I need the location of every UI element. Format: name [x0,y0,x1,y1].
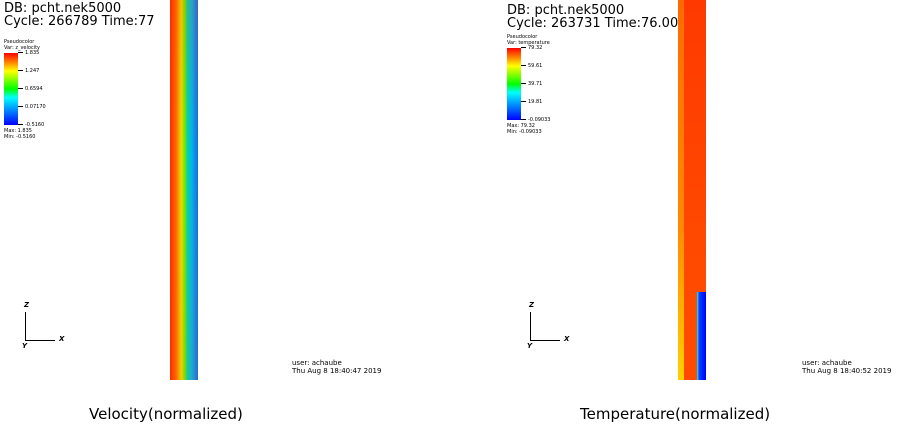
temperature-field-plot [678,0,706,380]
legend-tick: 1.247 [18,68,39,75]
cycle-time: Cycle: 263731 Time:76.0001 [507,16,695,31]
legend-tick: 79.32 [521,45,542,52]
legend-tick: 0.07170 [18,104,46,111]
legend-min: Min: -0.5160 [4,133,36,140]
db-name: DB: pcht.nek5000 [507,3,625,18]
legend-max: Max: 1.835 [4,128,32,134]
user-info: user: achaube Thu Aug 8 18:40:47 2019 [292,359,381,375]
legend-tick: 19.81 [521,99,542,106]
y-axis-label: Y [22,342,28,350]
axis-triad: Z X Y [20,300,70,350]
legend-tick: 0.6594 [18,86,43,93]
z-axis-label: Z [529,301,535,309]
user-name: user: achaube [802,359,852,367]
x-axis-line [25,340,55,341]
x-axis-line [530,340,560,341]
y-axis-label: Y [527,342,533,350]
legend-variable: Var: z_velocity [4,44,41,51]
x-axis-label: X [564,335,570,343]
legend-tick: 39.71 [521,81,542,88]
db-name: DB: pcht.nek5000 [4,1,122,16]
legend-title: Pseudocolor [507,34,538,40]
legend-minmax: Max: 1.835 Min: -0.5160 [4,128,36,140]
render-date: Thu Aug 8 18:40:47 2019 [292,367,382,375]
db-info: DB: pcht.nek5000 Cycle: 266789 Time:77 [4,2,155,28]
color-legend: Pseudocolor Var: z_velocity 1.835 1.247 … [4,39,46,139]
velocity-panel: DB: pcht.nek5000 Cycle: 266789 Time:77 P… [0,0,440,385]
z-axis-label: Z [24,301,30,309]
z-axis-line [530,312,531,341]
legend-variable: Var: temperature [507,39,550,46]
user-name: user: achaube [292,359,342,367]
velocity-caption: Velocity(normalized) [89,405,243,423]
colorbar [4,53,18,125]
temperature-panel: DB: pcht.nek5000 Cycle: 263731 Time:76.0… [505,0,903,385]
x-axis-label: X [59,335,65,343]
temperature-caption: Temperature(normalized) [580,405,771,423]
color-legend: Pseudocolor Var: temperature 79.32 59.61… [507,34,550,134]
colorbar [507,48,521,120]
axis-triad: Z X Y [525,300,575,350]
velocity-field-plot [170,0,198,380]
legend-min: Min: -0.09033 [507,128,542,135]
legend-title: Pseudocolor [4,39,35,45]
render-date: Thu Aug 8 18:40:52 2019 [802,367,892,375]
legend-tick: -0.09033 [521,117,550,124]
user-info: user: achaube Thu Aug 8 18:40:52 2019 [802,359,891,375]
legend-tick: 59.61 [521,63,542,70]
db-info: DB: pcht.nek5000 Cycle: 263731 Time:76.0… [507,4,695,30]
cycle-time: Cycle: 266789 Time:77 [4,14,155,29]
legend-max: Max: 79.32 [507,123,535,129]
legend-minmax: Max: 79.32 Min: -0.09033 [507,123,542,135]
legend-tick: 1.835 [18,50,39,57]
legend-tick: -0.5160 [18,122,44,129]
z-axis-line [25,312,26,341]
